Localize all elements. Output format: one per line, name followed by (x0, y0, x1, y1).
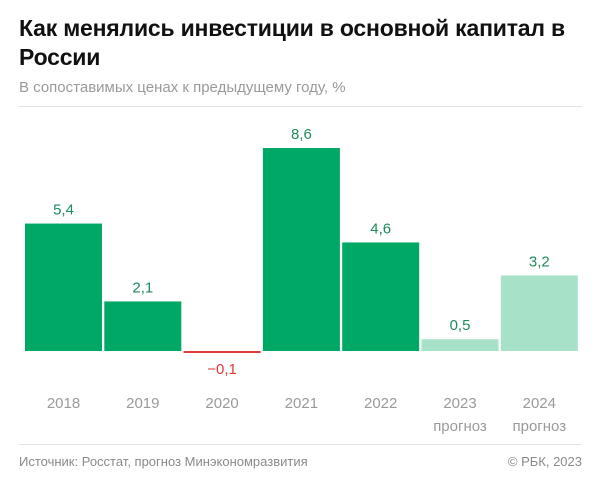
x-label-2023: 2023 (443, 395, 476, 412)
copyright: © РБК, 2023 (507, 454, 582, 469)
bar-2023 (421, 339, 499, 351)
value-label-2022: 4,6 (370, 220, 391, 237)
bottom-divider (19, 444, 582, 445)
top-divider (19, 106, 582, 107)
value-label-2023: 0,5 (450, 317, 471, 334)
bars-group (25, 148, 578, 353)
chart-title: Как менялись инвестиции в основной капит… (19, 15, 565, 70)
bar-chart: 5,42,1−0,18,64,60,53,2 2018 2019 2020 2021 2… (25, 126, 578, 435)
value-label-2024: 3,2 (529, 253, 550, 270)
bar-2018 (25, 223, 102, 351)
x-label-2022: 2022 (364, 395, 397, 412)
bar-2024 (500, 275, 578, 351)
bar-2019 (104, 301, 182, 351)
x-sublabel-2024: прогноз (512, 418, 566, 435)
bar-2020 (183, 351, 261, 353)
value-label-2020: −0,1 (207, 361, 237, 378)
value-label-2021: 8,6 (291, 126, 312, 143)
chart-subtitle: В сопоставимых ценах к предыдущему году,… (19, 79, 346, 96)
x-sublabel-2023: прогноз (433, 418, 487, 435)
x-label-2020: 2020 (205, 395, 238, 412)
x-label-2018: 2018 (47, 395, 80, 412)
value-label-2019: 2,1 (132, 279, 153, 296)
x-axis-labels-group: 2018 2019 2020 2021 2022 2023 прогноз 2024 прогн… (47, 395, 566, 435)
bar-2022 (342, 242, 420, 351)
source-note: Источник: Росстат, прогноз Минэкономразв… (19, 454, 308, 469)
value-labels-group: 5,4 2,1 −0,1 8,6 4,6 0,5 3,2 (53, 126, 550, 378)
x-label-2021: 2021 (285, 395, 318, 412)
x-label-2024: 2024 (523, 395, 556, 412)
value-label-2018: 5,4 (53, 202, 74, 219)
x-label-2019: 2019 (126, 395, 159, 412)
bar-2021 (262, 148, 340, 351)
